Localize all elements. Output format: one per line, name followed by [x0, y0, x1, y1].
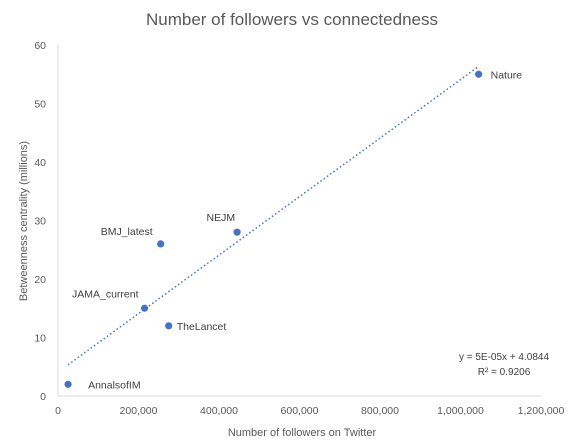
- data-point: [157, 240, 165, 248]
- data-point-label: JAMA_current: [72, 288, 139, 300]
- trendline: [67, 65, 480, 366]
- x-tick-label: 200,000: [120, 405, 158, 417]
- data-point-label: AnnalsofIM: [88, 379, 141, 391]
- trendline-equation: y = 5E-05x + 4.0844: [459, 352, 550, 363]
- y-tick-label: 60: [34, 40, 46, 52]
- y-tick-label: 0: [40, 391, 46, 403]
- data-point-label: TheLancet: [177, 321, 227, 333]
- data-point: [233, 228, 241, 236]
- y-tick-label: 50: [34, 99, 46, 111]
- x-tick-label: 1,000,000: [437, 405, 484, 417]
- y-tick-label: 30: [34, 216, 46, 228]
- data-point: [64, 380, 72, 388]
- data-point-label: BMJ_latest: [101, 226, 153, 238]
- trendline-r-squared: R² = 0.9206: [478, 367, 531, 378]
- y-tick-label: 10: [34, 333, 46, 345]
- y-axis-label: Betweenness centrality (millions): [18, 141, 30, 301]
- x-tick-label: 800,000: [361, 405, 399, 417]
- data-point: [475, 70, 483, 78]
- chart-title: Number of followers vs connectedness: [146, 10, 438, 29]
- data-point: [165, 322, 173, 330]
- y-tick-labels: 0 10 20 30 40 50 60: [34, 40, 46, 403]
- x-tick-label: 400,000: [200, 405, 238, 417]
- x-tick-label: 1,200,000: [518, 405, 565, 417]
- data-point-label: NEJM: [207, 212, 236, 224]
- data-point: [140, 304, 149, 312]
- x-tick-labels: 0 200,000 400,000 600,000 800,000 1,000,000 1,…: [55, 405, 564, 417]
- data-point-label: Nature: [491, 69, 523, 81]
- y-tick-label: 20: [34, 274, 46, 286]
- point-labels: Nature NEJM BMJ_latest JAMA_current TheLance…: [72, 69, 522, 391]
- x-tick-label: 0: [55, 405, 61, 417]
- x-axis-label: Number of followers on Twitter: [228, 427, 377, 439]
- data-points: [64, 70, 483, 388]
- x-tick-label: 600,000: [281, 405, 319, 417]
- y-tick-label: 40: [34, 157, 46, 169]
